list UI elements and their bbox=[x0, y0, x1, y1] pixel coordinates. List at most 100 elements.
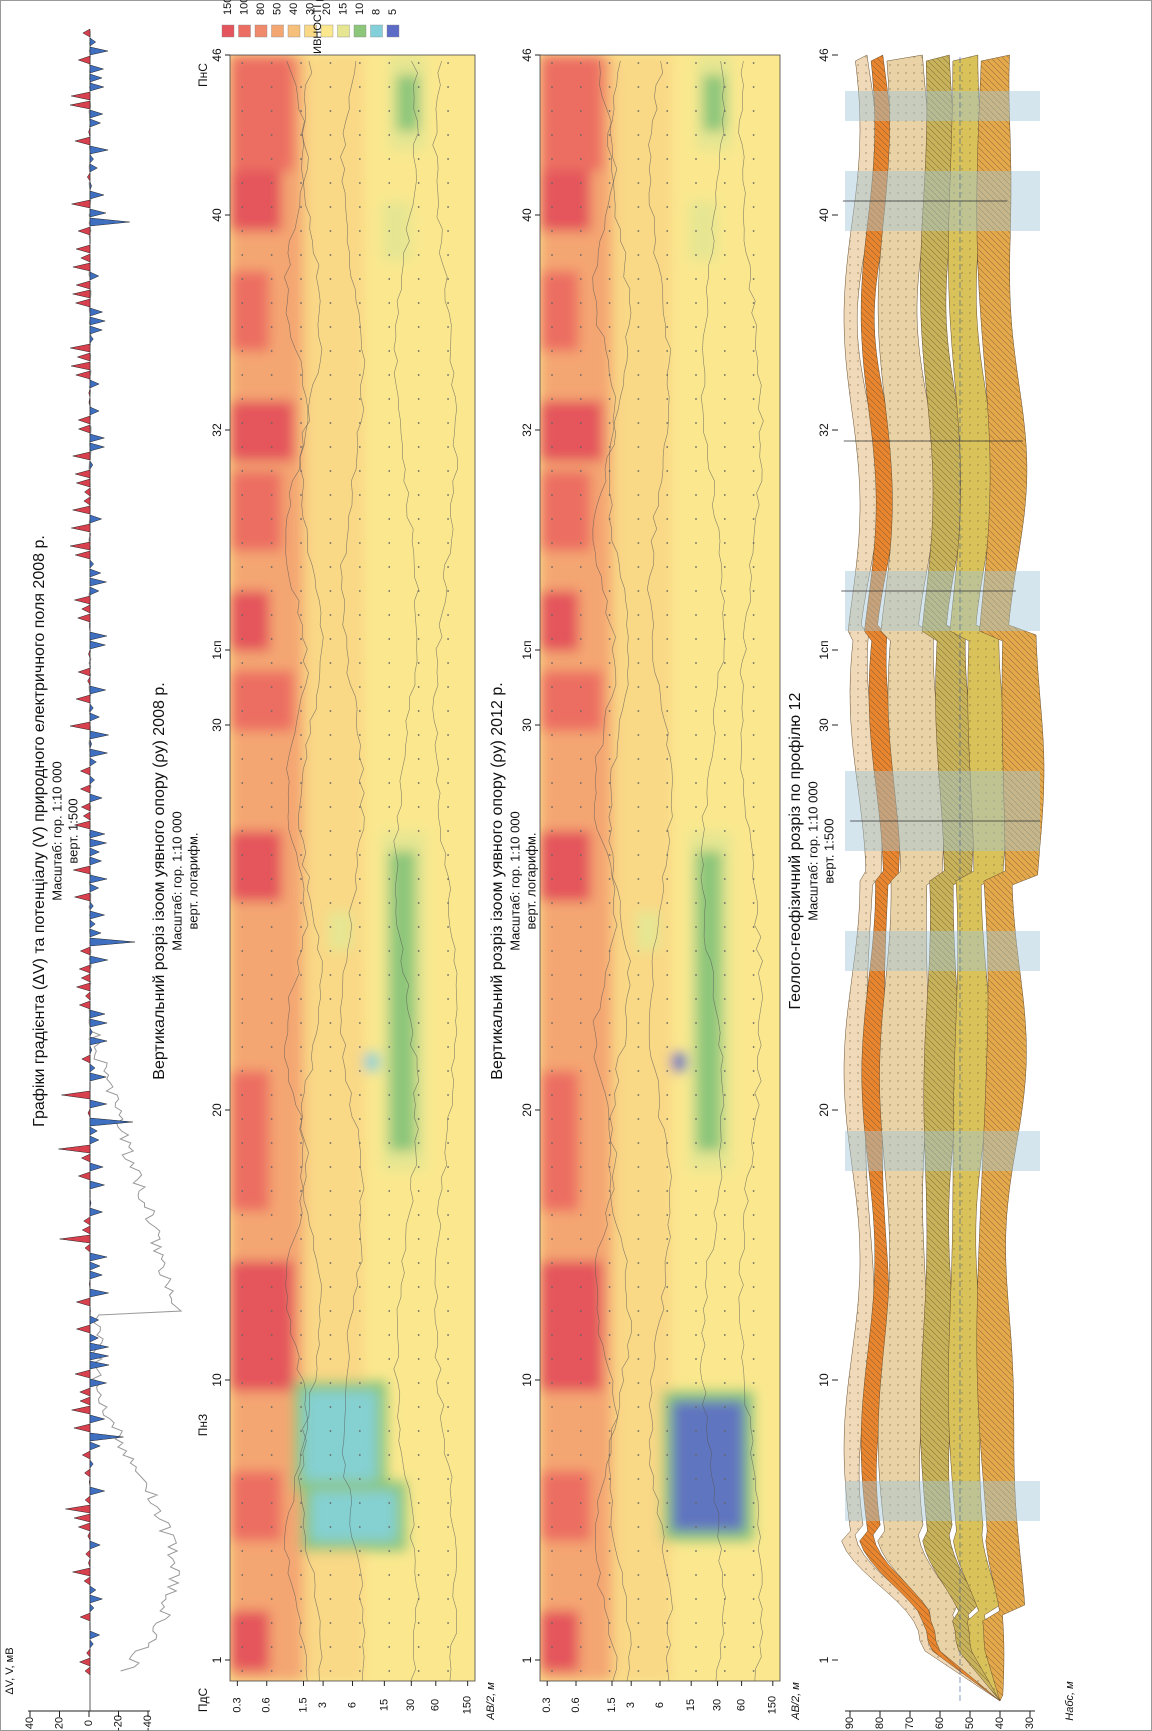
measure-point bbox=[723, 1622, 726, 1624]
measure-point bbox=[417, 1430, 420, 1432]
measure-point bbox=[551, 182, 553, 184]
measure-point bbox=[270, 1334, 273, 1336]
measure-point bbox=[241, 686, 244, 688]
measure-point bbox=[752, 758, 755, 760]
measure-point bbox=[270, 494, 273, 496]
measure-point bbox=[358, 206, 361, 208]
measure-point bbox=[417, 758, 420, 760]
gradient-spike bbox=[89, 874, 108, 884]
measure-point bbox=[551, 854, 553, 856]
measure-point bbox=[270, 998, 273, 1000]
gradient-spike bbox=[89, 1441, 101, 1451]
measure-point bbox=[666, 1262, 669, 1264]
gradient-spike bbox=[80, 973, 91, 983]
measure-point bbox=[388, 1310, 391, 1312]
measure-point bbox=[300, 566, 302, 568]
gradient-spike bbox=[73, 1423, 91, 1433]
measure-point bbox=[723, 950, 726, 952]
measure-point bbox=[447, 734, 449, 736]
depth-tick-label: 6 bbox=[346, 1702, 358, 1708]
measure-point bbox=[300, 1286, 302, 1288]
measure-point bbox=[270, 1046, 273, 1048]
measure-point bbox=[695, 446, 697, 448]
anomaly-zone bbox=[845, 1481, 1040, 1521]
measure-point bbox=[752, 806, 755, 808]
measure-point bbox=[551, 1478, 553, 1480]
measure-point bbox=[388, 230, 391, 232]
measure-point bbox=[551, 926, 553, 928]
measure-point bbox=[637, 1214, 640, 1216]
measure-point bbox=[388, 878, 391, 880]
measure-point bbox=[723, 1142, 726, 1144]
measure-point bbox=[329, 254, 332, 256]
gradient-spike bbox=[80, 802, 91, 812]
measure-point bbox=[695, 998, 697, 1000]
legend-label: 8 bbox=[370, 9, 382, 15]
measure-point bbox=[666, 950, 669, 952]
measure-point bbox=[270, 422, 273, 424]
measure-point bbox=[329, 734, 332, 736]
measure-point bbox=[752, 254, 755, 256]
measure-point bbox=[579, 542, 582, 544]
measure-point bbox=[329, 1286, 332, 1288]
measure-point bbox=[300, 518, 302, 520]
gradient-spike bbox=[89, 1117, 133, 1127]
measure-point bbox=[329, 1430, 332, 1432]
measure-point bbox=[358, 926, 361, 928]
measure-point bbox=[608, 926, 611, 928]
gradient-spike bbox=[89, 181, 92, 191]
measure-point bbox=[666, 1022, 669, 1024]
measure-point bbox=[608, 950, 611, 952]
measure-point bbox=[752, 734, 755, 736]
measure-point bbox=[637, 350, 640, 352]
legend-label: 10 bbox=[354, 3, 366, 15]
measure-point bbox=[241, 1454, 244, 1456]
measure-point bbox=[666, 566, 669, 568]
measure-point bbox=[723, 1166, 726, 1168]
gradient-spike bbox=[88, 388, 91, 398]
gradient-spike bbox=[89, 1126, 98, 1136]
measure-point bbox=[579, 230, 582, 232]
measure-point bbox=[300, 926, 302, 928]
picket-label: 46 bbox=[210, 48, 224, 62]
measure-point bbox=[300, 686, 302, 688]
measure-point bbox=[358, 902, 361, 904]
measure-point bbox=[241, 878, 244, 880]
measure-point bbox=[695, 830, 697, 832]
measure-point bbox=[358, 590, 361, 592]
measure-point bbox=[388, 494, 391, 496]
measure-point bbox=[579, 422, 582, 424]
measure-point bbox=[270, 1406, 273, 1408]
anomaly-zone bbox=[845, 931, 1040, 971]
measure-point bbox=[270, 566, 273, 568]
measure-point bbox=[666, 1382, 669, 1384]
gradient-spike bbox=[89, 460, 94, 470]
measure-point bbox=[608, 278, 611, 280]
measure-point bbox=[388, 1502, 391, 1504]
measure-point bbox=[637, 1478, 640, 1480]
measure-point bbox=[388, 110, 391, 112]
measure-point bbox=[300, 62, 302, 64]
measure-point bbox=[695, 1406, 697, 1408]
measure-point bbox=[752, 1598, 755, 1600]
gradient-spike bbox=[85, 1549, 91, 1559]
measure-point bbox=[447, 1262, 449, 1264]
legend-label: 15 bbox=[337, 3, 349, 15]
measure-point bbox=[579, 1214, 582, 1216]
measure-point bbox=[447, 1550, 449, 1552]
measure-point bbox=[579, 1574, 582, 1576]
measure-point bbox=[637, 1574, 640, 1576]
measure-point bbox=[666, 110, 669, 112]
measure-point bbox=[358, 374, 361, 376]
measure-point bbox=[358, 566, 361, 568]
measure-point bbox=[241, 566, 244, 568]
measure-point bbox=[388, 614, 391, 616]
measure-point bbox=[637, 1262, 640, 1264]
measure-point bbox=[358, 470, 361, 472]
gradient-spike bbox=[84, 1243, 91, 1253]
measure-point bbox=[241, 1214, 244, 1216]
measure-point bbox=[666, 182, 669, 184]
high-resistivity bbox=[230, 1071, 270, 1211]
measure-point bbox=[752, 926, 755, 928]
